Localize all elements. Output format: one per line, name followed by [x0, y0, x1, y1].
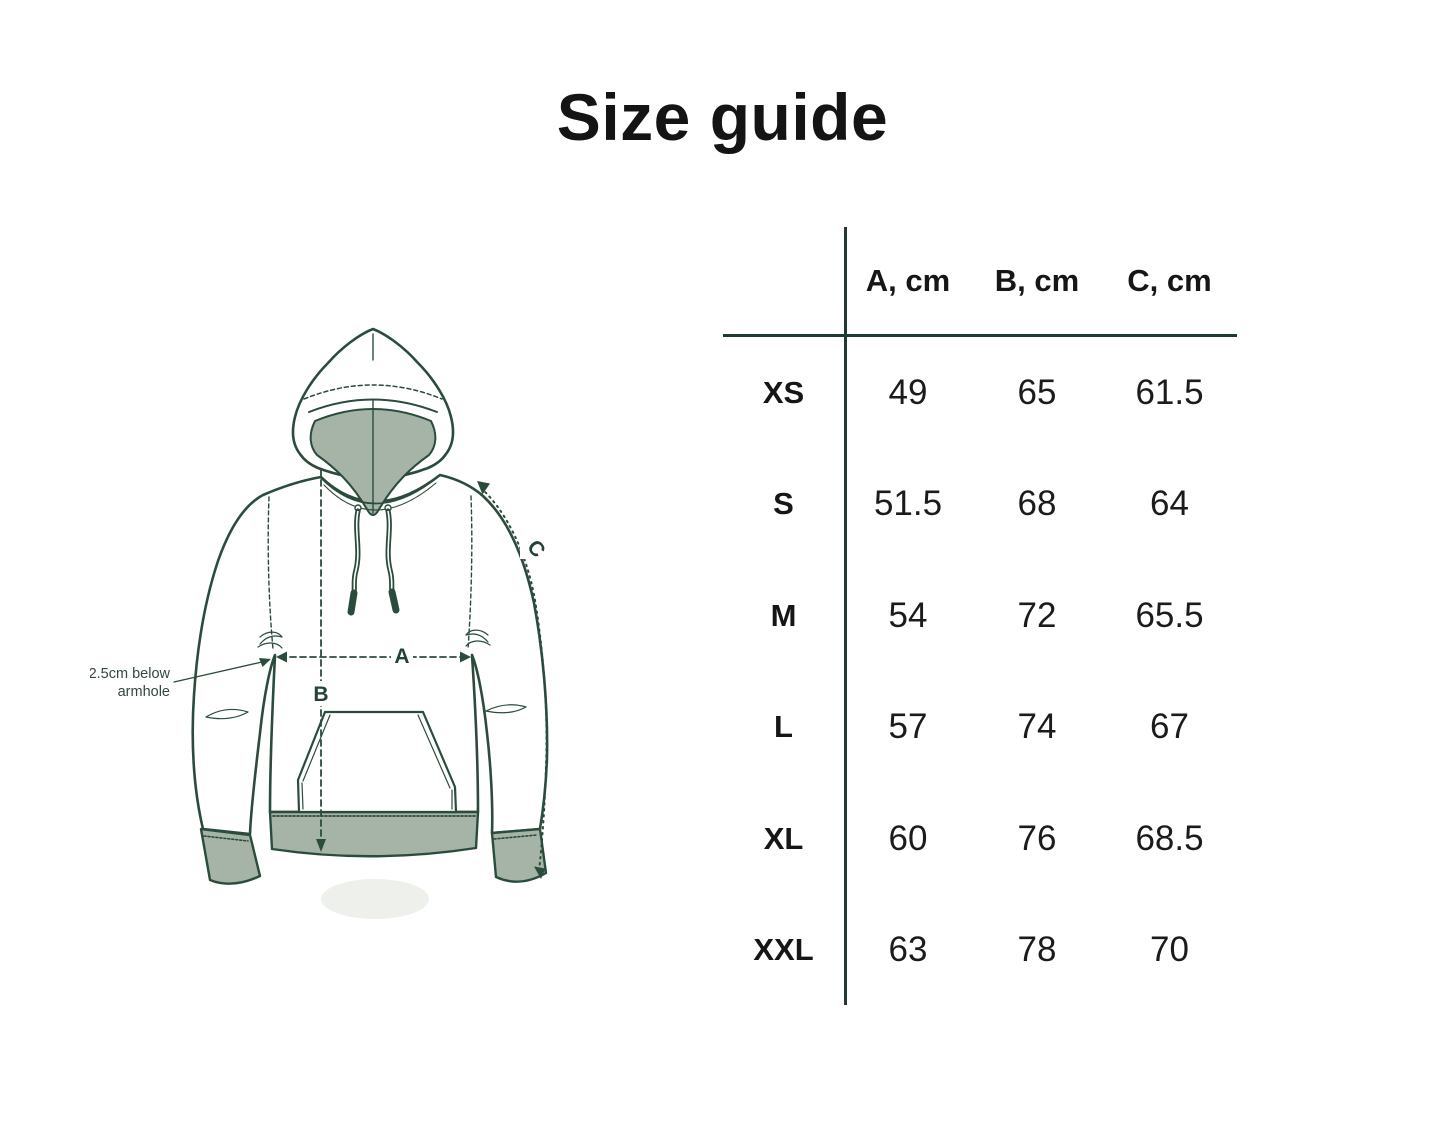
size-label: XS: [762, 374, 805, 410]
drawstrings: [347, 504, 400, 616]
dimension-b: B: [309, 469, 333, 852]
table-row-xxl: XXL 63 78 70: [723, 895, 1237, 1007]
table-header-row: A, cm B, cm C, cm: [723, 227, 1237, 334]
size-table: A, cm B, cm C, cm XS 49 65 61.5 S 51.5 6…: [723, 227, 1237, 1005]
hood: [291, 327, 455, 516]
table-row-l: L 57 74 67: [723, 672, 1237, 784]
value-a: 57: [888, 707, 928, 747]
value-c: 61.5: [1135, 372, 1204, 412]
aglet-right: [388, 588, 400, 614]
table-row-xl: XL 60 76 68.5: [723, 783, 1237, 895]
value-b: 65: [1017, 372, 1057, 412]
hood-stitch-line: [303, 384, 443, 400]
hem-band: [268, 810, 480, 858]
column-header-c: C, cm: [1127, 262, 1212, 298]
value-b: 76: [1017, 818, 1057, 858]
value-c: 67: [1150, 707, 1189, 747]
value-a: 60: [888, 818, 928, 858]
value-c: 68.5: [1135, 818, 1204, 858]
armhole-annotation: 2.5cm below armhole: [90, 658, 271, 700]
armhole-annotation-line1: 2.5cm below: [90, 666, 171, 682]
table-row-s: S 51.5 68 64: [723, 449, 1237, 561]
value-b: 74: [1017, 707, 1057, 747]
value-a: 49: [888, 372, 928, 412]
value-b: 68: [1017, 484, 1057, 524]
aglet-left: [347, 589, 358, 616]
value-b: 72: [1017, 595, 1057, 635]
table-horizontal-line: [723, 334, 1237, 337]
size-label: L: [774, 709, 793, 745]
shadow: [321, 879, 429, 919]
column-header-b: B, cm: [994, 262, 1080, 298]
value-b: 78: [1017, 930, 1057, 970]
table-body: XS 49 65 61.5 S 51.5 68 64 M 54 72 65.5 …: [723, 337, 1237, 1006]
table-vertical-line: [844, 227, 847, 1005]
hood-opening-rim: [308, 398, 438, 413]
page-title: Size guide: [556, 80, 889, 154]
armhole-annotation-line2: armhole: [118, 684, 170, 700]
value-a: 54: [888, 595, 928, 635]
hoodie-diagram: A B C 2.5cm below armhole: [90, 327, 550, 919]
table-row-m: M 54 72 65.5: [723, 560, 1237, 672]
size-label: M: [770, 597, 797, 633]
dimension-a: A: [276, 642, 471, 668]
cuff-right: [490, 827, 548, 883]
value-c: 65.5: [1135, 595, 1204, 635]
kangaroo-pocket: [296, 710, 458, 814]
size-label: S: [773, 486, 794, 522]
size-label: XXL: [753, 932, 814, 968]
value-c: 64: [1150, 484, 1189, 524]
dimension-a-label: A: [394, 645, 409, 668]
table-row-xs: XS 49 65 61.5: [723, 337, 1237, 449]
cuff-left: [199, 827, 262, 885]
value-a: 63: [888, 930, 928, 970]
column-header-a: A, cm: [865, 262, 951, 298]
value-a: 51.5: [873, 484, 943, 524]
value-c: 70: [1150, 930, 1189, 970]
collar-edge: [320, 475, 440, 505]
annotation-pointer-line: [173, 661, 263, 683]
dimension-b-label: B: [313, 683, 328, 706]
size-label: XL: [763, 820, 804, 856]
